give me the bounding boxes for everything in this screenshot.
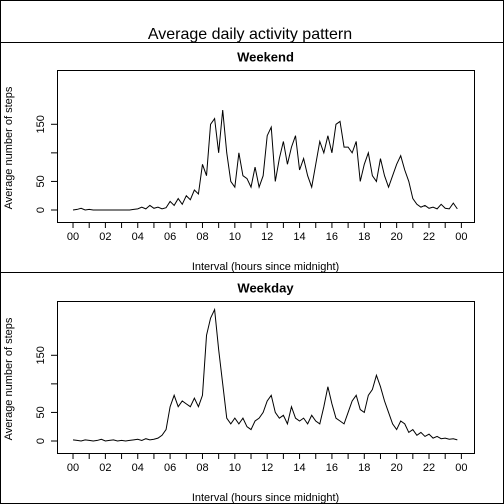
x-axis-label: Interval (hours since midnight) xyxy=(192,261,339,273)
plot-box xyxy=(57,70,475,223)
x-axis-label: Interval (hours since midnight) xyxy=(192,492,339,504)
x-tick-label: 02 xyxy=(99,462,111,474)
figure-title: Average daily activity pattern xyxy=(148,26,352,43)
y-tick-label: 150 xyxy=(35,115,47,133)
x-tick-label: 08 xyxy=(196,462,208,474)
y-tick-label: 0 xyxy=(35,207,47,213)
x-tick-label: 10 xyxy=(229,462,241,474)
x-tick-label: 18 xyxy=(358,231,370,243)
x-tick-label: 12 xyxy=(261,231,273,243)
x-tick-label: 18 xyxy=(358,462,370,474)
y-axis-label: Average number of steps xyxy=(3,86,15,209)
panel-title: Weekday xyxy=(237,280,294,295)
x-tick-label: 12 xyxy=(261,462,273,474)
x-tick-label: 08 xyxy=(196,231,208,243)
x-tick-label: 06 xyxy=(164,231,176,243)
x-tick-label: 10 xyxy=(229,231,241,243)
x-tick-label: 16 xyxy=(326,231,338,243)
y-tick-label: 0 xyxy=(35,438,47,444)
y-tick-label: 150 xyxy=(35,346,47,364)
x-tick-label: 14 xyxy=(293,231,305,243)
x-tick-label: 00 xyxy=(455,231,467,243)
panel-title: Weekend xyxy=(237,49,294,64)
x-tick-label: 02 xyxy=(99,231,111,243)
x-tick-label: 20 xyxy=(391,462,403,474)
x-tick-label: 04 xyxy=(132,462,144,474)
x-tick-label: 22 xyxy=(423,462,435,474)
x-tick-label: 06 xyxy=(164,462,176,474)
x-tick-label: 22 xyxy=(423,231,435,243)
x-tick-label: 00 xyxy=(455,462,467,474)
y-tick-label: 50 xyxy=(35,406,47,418)
data-line xyxy=(72,109,458,211)
x-tick-label: 16 xyxy=(326,462,338,474)
data-line xyxy=(72,307,458,442)
x-tick-label: 14 xyxy=(293,462,305,474)
x-tick-label: 04 xyxy=(132,231,144,243)
x-tick-label: 00 xyxy=(67,462,79,474)
x-tick-label: 20 xyxy=(391,231,403,243)
plot-box xyxy=(57,301,475,454)
x-tick-label: 00 xyxy=(67,231,79,243)
y-axis-label: Average number of steps xyxy=(3,317,15,440)
y-tick-label: 50 xyxy=(35,175,47,187)
